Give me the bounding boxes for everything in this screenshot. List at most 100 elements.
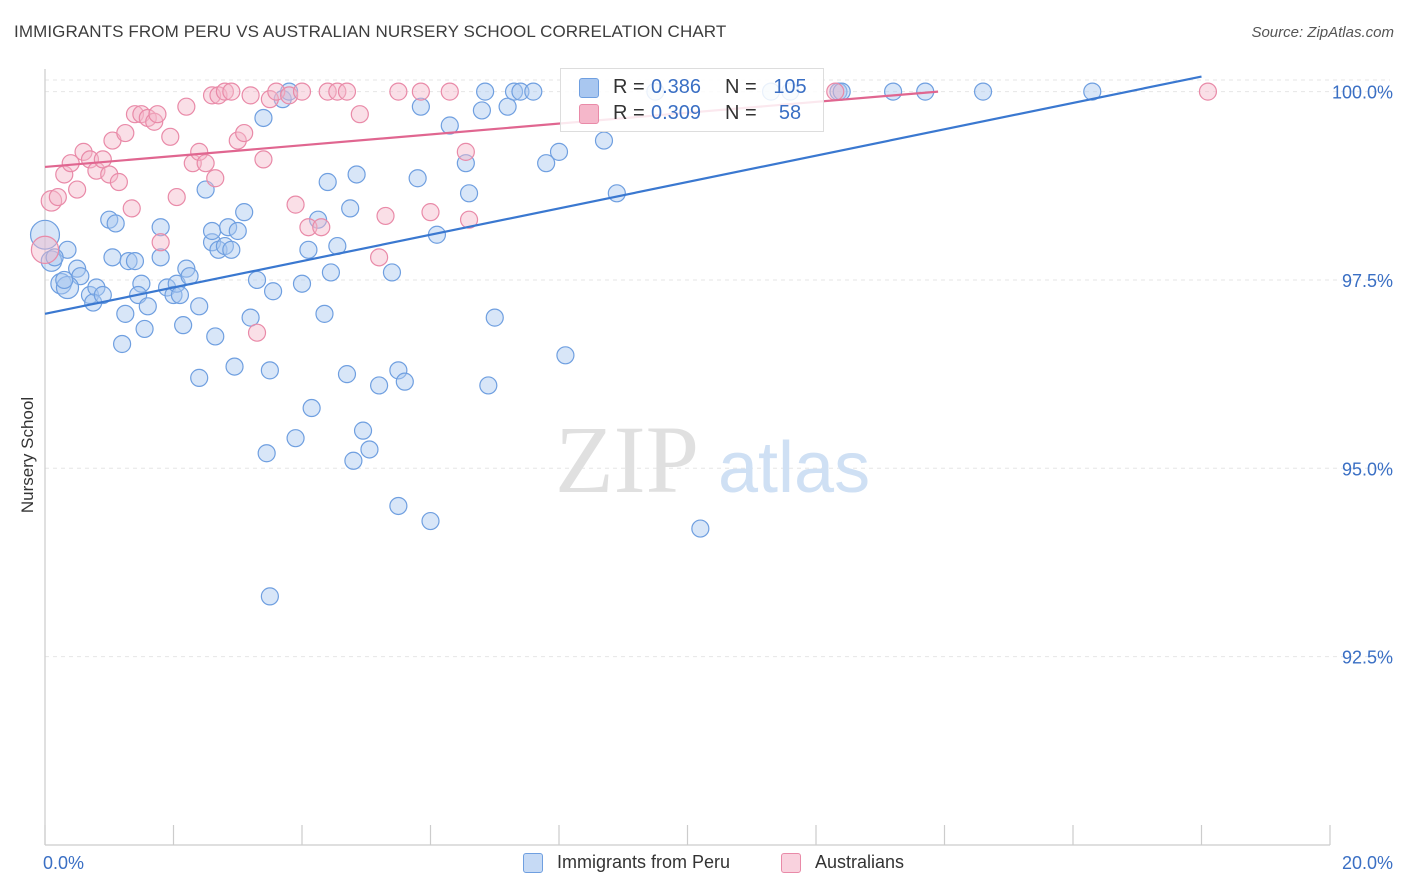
data-point [440, 82, 459, 101]
data-point [87, 278, 106, 297]
data-point [549, 142, 569, 161]
data-point [235, 123, 254, 143]
data-point [254, 108, 273, 128]
trend-line-peru [44, 75, 1202, 315]
data-point [299, 240, 318, 259]
data-point [286, 429, 305, 448]
data-point [411, 82, 430, 101]
data-point [225, 357, 244, 376]
data-point [883, 82, 903, 101]
data-point [347, 165, 366, 184]
data-point [459, 210, 479, 229]
legend-n-label: N = [725, 102, 757, 124]
data-point [93, 150, 112, 169]
data-point [691, 519, 710, 538]
data-point [241, 86, 260, 105]
data-point [161, 127, 180, 146]
data-point [472, 101, 491, 120]
data-point [476, 82, 495, 101]
data-point [55, 270, 74, 290]
data-point [389, 82, 408, 101]
data-point [93, 285, 112, 305]
data-point [48, 187, 67, 207]
data-point [215, 82, 234, 101]
data-point [103, 248, 122, 267]
data-point [151, 218, 170, 237]
data-point [112, 334, 132, 354]
y-tick-label: 95.0% [1342, 459, 1393, 479]
data-point [459, 184, 479, 203]
data-point [389, 361, 408, 380]
data-point [254, 150, 273, 169]
y-tick-labels: 100.0% 97.5% 95.0% 92.5% [1332, 83, 1393, 668]
data-point [219, 218, 238, 237]
data-point [228, 221, 247, 241]
data-point [537, 154, 556, 173]
data-point [524, 82, 543, 101]
legend-n-label: N = [725, 76, 757, 98]
data-point [370, 376, 389, 395]
data-point [68, 180, 87, 199]
data-point [228, 131, 247, 150]
data-point [74, 142, 93, 161]
y-tick-label: 100.0% [1332, 83, 1393, 103]
bottom-legend-label-australians: Australians [815, 852, 905, 872]
data-point [116, 304, 135, 323]
data-point [206, 169, 225, 188]
legend-n-value: 105 [773, 76, 807, 98]
data-point [382, 263, 402, 282]
data-point [190, 368, 209, 387]
watermark-zip: ZIP [555, 406, 699, 513]
data-point [260, 361, 279, 380]
data-point [257, 444, 276, 463]
legend-n-value: 58 [778, 102, 802, 124]
data-point [504, 82, 524, 101]
data-point [321, 263, 341, 282]
data-point [222, 82, 241, 101]
data-point [556, 346, 575, 365]
bottom-legend-swatch-pink [781, 853, 801, 873]
data-point [125, 252, 145, 271]
data-point [196, 154, 215, 173]
data-point [116, 123, 135, 143]
data-point [241, 308, 260, 327]
data-point [344, 451, 363, 470]
x-tick-label: 0.0% [43, 853, 84, 873]
bottom-legend-swatch-blue [523, 853, 543, 873]
data-point [328, 82, 347, 101]
data-point [29, 219, 61, 250]
data-point [498, 97, 517, 116]
data-point [260, 587, 279, 606]
data-point [30, 235, 60, 265]
data-point [260, 90, 279, 109]
y-tick-label: 97.5% [1342, 271, 1393, 291]
chart-title: IMMIGRANTS FROM PERU VS AUSTRALIAN NURSE… [14, 22, 727, 41]
data-point [479, 376, 498, 395]
y-tick-label: 92.5% [1342, 648, 1393, 668]
data-point [206, 327, 225, 346]
source-label: Source: ZipAtlas.com [1251, 24, 1394, 41]
data-point [202, 221, 222, 241]
data-point [389, 496, 408, 516]
data-point [247, 323, 267, 342]
data-point [151, 248, 170, 267]
data-point [109, 172, 128, 192]
y-axis-label: Nursery School [18, 397, 37, 513]
data-point [456, 142, 475, 161]
data-point [292, 82, 312, 101]
watermark-atlas: atlas [718, 428, 870, 508]
data-point [408, 169, 427, 188]
data-point [973, 82, 993, 101]
data-point [421, 511, 440, 531]
data-point [106, 214, 125, 233]
data-point [119, 252, 138, 271]
data-point [263, 282, 283, 301]
data-point [151, 233, 170, 252]
data-point [170, 285, 190, 305]
data-point [376, 206, 395, 226]
legend-r-value: 0.386 [651, 76, 702, 98]
data-point [318, 172, 337, 192]
data-point [826, 82, 845, 101]
data-point [440, 116, 459, 135]
